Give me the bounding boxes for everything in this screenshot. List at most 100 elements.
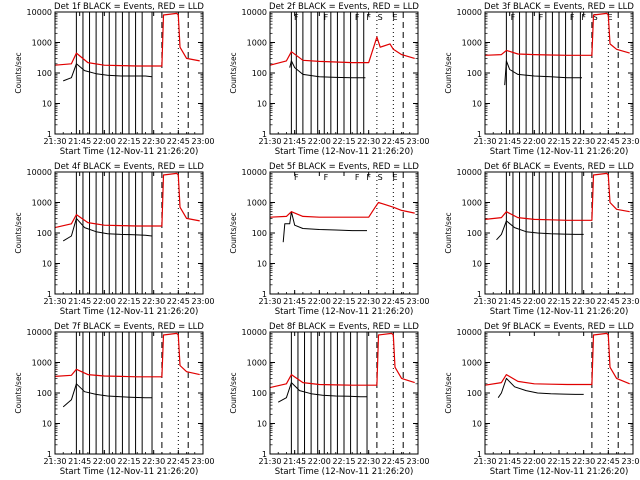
marker-letter: F [366,13,371,22]
x-tick-label: 22:15 [117,457,140,466]
y-tick-label: 1 [262,450,267,459]
series-line-events [62,217,153,242]
marker-letter: F [355,13,360,22]
y-tick-label: 100 [37,69,52,78]
marker-letter: S [593,13,598,22]
y-tick-label: 100 [252,69,267,78]
x-tick-label: 22:00 [93,297,116,306]
marker-letter: F [511,13,516,22]
x-tick-label: 21:45 [68,137,91,146]
x-tick-label: 22:00 [523,137,546,146]
x-tick-label: 21:45 [68,457,91,466]
y-tick-label: 1000 [462,359,482,368]
marker-letter: F [294,173,299,182]
x-axis-label: Start Time (12-Nov-11 21:26:20) [275,307,414,317]
y-tick-label: 10000 [242,8,267,17]
panel-title: Det 3f BLACK = Events, RED = LLD [484,2,634,12]
series-line-lld [269,36,415,66]
marker-letter: F [355,173,360,182]
y-tick-label: 1 [262,290,267,299]
x-tick-label: 22:30 [142,137,165,146]
series-line-events [282,211,367,243]
x-tick-label: 21:45 [68,297,91,306]
x-tick-label: 22:30 [572,137,595,146]
x-tick-label: 22:00 [523,457,546,466]
y-tick-label: 100 [37,229,52,238]
series-line-lld [269,201,415,218]
x-tick-label: 22:45 [167,137,190,146]
x-tick-label: 22:15 [547,457,570,466]
x-tick-label: 22:00 [308,137,331,146]
y-axis-label: Counts/sec [229,212,238,253]
y-tick-label: 1 [47,290,52,299]
series-line-lld [54,12,200,67]
series-line-events [63,63,153,82]
plot-frame [484,331,634,455]
y-tick-label: 10 [42,100,52,109]
y-tick-label: 100 [467,69,482,78]
y-tick-label: 10 [257,260,267,269]
plot-frame [54,331,204,455]
x-tick-label: 21:30 [473,457,496,466]
y-tick-label: 1 [477,130,482,139]
x-tick-label: 21:30 [258,297,281,306]
y-tick-label: 100 [467,229,482,238]
y-axis-label: Counts/sec [14,212,23,253]
y-tick-label: 100 [37,389,52,398]
y-tick-label: 10 [42,420,52,429]
y-axis-label: Counts/sec [14,52,23,93]
x-tick-label: 22:00 [523,297,546,306]
series-line-events [497,377,584,398]
y-tick-label: 1000 [247,199,267,208]
y-tick-label: 10 [257,100,267,109]
plot-frame [269,11,419,135]
x-tick-label: 21:30 [473,137,496,146]
y-tick-label: 10000 [457,168,482,177]
x-tick-label: 21:45 [498,297,521,306]
plot-frame [54,171,204,295]
x-tick-label: 23:00 [406,457,429,466]
x-tick-label: 23:00 [191,457,214,466]
x-tick-label: 21:45 [498,457,521,466]
marker-letter: E [392,13,397,22]
detector-panel-4: Det 4f BLACK = Events, RED = LLD Start Ti… [14,162,215,317]
plot-frame [484,11,634,135]
x-tick-label: 22:30 [142,457,165,466]
detector-panel-1: Det 1f BLACK = Events, RED = LLD Start Ti… [14,2,215,157]
panel-title: Det 7f BLACK = Events, RED = LLD [54,322,204,332]
marker-letter: F [324,173,329,182]
x-tick-label: 23:00 [406,137,429,146]
y-tick-label: 1 [262,130,267,139]
x-tick-label: 21:45 [283,457,306,466]
marker-letter: S [378,13,383,22]
x-axis-label: Start Time (12-Nov-11 21:26:20) [490,307,629,317]
x-tick-label: 23:00 [621,457,640,466]
x-tick-label: 22:45 [597,297,620,306]
y-tick-label: 1 [47,130,52,139]
y-tick-label: 10 [42,260,52,269]
y-tick-label: 1000 [32,39,52,48]
panel-title: Det 6f BLACK = Events, RED = LLD [484,162,634,172]
marker-letter: F [294,13,299,22]
panel-title: Det 4f BLACK = Events, RED = LLD [54,162,204,172]
y-tick-label: 1000 [462,199,482,208]
x-tick-label: 23:00 [406,297,429,306]
y-tick-label: 10000 [242,168,267,177]
y-tick-label: 1 [47,450,52,459]
x-tick-label: 22:15 [547,297,570,306]
marker-letter: E [607,13,612,22]
panel-title: Det 9f BLACK = Events, RED = LLD [484,322,634,332]
x-tick-label: 21:45 [498,137,521,146]
y-tick-label: 1 [477,290,482,299]
marker-letter: F [366,173,371,182]
series-line-events [504,60,582,86]
series-line-lld [269,332,415,389]
x-tick-label: 22:30 [572,457,595,466]
y-tick-label: 10000 [242,328,267,337]
x-axis-label: Start Time (12-Nov-11 21:26:20) [275,147,414,157]
y-tick-label: 10000 [457,328,482,337]
series-line-events [496,220,584,241]
x-tick-label: 21:30 [473,297,496,306]
x-tick-label: 22:45 [167,457,190,466]
